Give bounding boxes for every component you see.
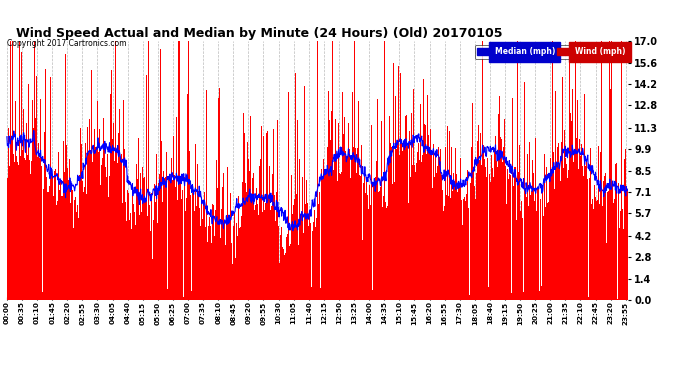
Text: Copyright 2017 Cartronics.com: Copyright 2017 Cartronics.com: [7, 39, 126, 48]
Legend: Median (mph), Wind (mph): Median (mph), Wind (mph): [475, 45, 627, 58]
Text: Wind Speed Actual and Median by Minute (24 Hours) (Old) 20170105: Wind Speed Actual and Median by Minute (…: [16, 27, 502, 40]
